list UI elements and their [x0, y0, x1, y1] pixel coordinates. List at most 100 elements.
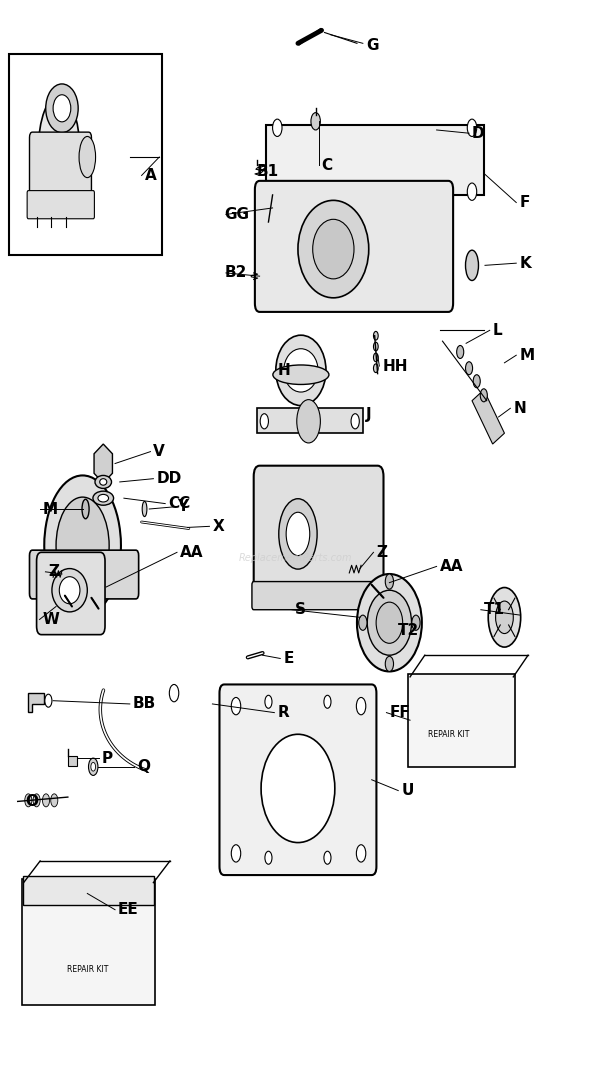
Text: V: V	[153, 444, 165, 459]
Ellipse shape	[59, 576, 80, 604]
Circle shape	[385, 656, 394, 671]
Ellipse shape	[284, 349, 318, 392]
Circle shape	[25, 794, 32, 807]
Ellipse shape	[298, 200, 369, 298]
Ellipse shape	[276, 336, 326, 405]
Text: FF: FF	[389, 705, 410, 720]
Circle shape	[231, 697, 241, 715]
Ellipse shape	[286, 512, 310, 556]
Text: O: O	[25, 794, 38, 809]
Ellipse shape	[357, 574, 422, 671]
Circle shape	[265, 851, 272, 864]
Ellipse shape	[376, 602, 402, 643]
Text: A: A	[145, 168, 156, 183]
Text: F: F	[519, 195, 530, 210]
FancyBboxPatch shape	[30, 550, 139, 599]
FancyBboxPatch shape	[252, 582, 400, 610]
Text: REPAIR KIT: REPAIR KIT	[428, 730, 469, 739]
Ellipse shape	[278, 498, 317, 570]
Polygon shape	[28, 693, 44, 712]
Ellipse shape	[313, 219, 354, 279]
Circle shape	[373, 353, 378, 362]
FancyBboxPatch shape	[254, 466, 384, 601]
Ellipse shape	[52, 569, 87, 612]
Text: AA: AA	[180, 545, 204, 560]
Circle shape	[88, 758, 98, 775]
Ellipse shape	[44, 475, 121, 616]
Circle shape	[324, 695, 331, 708]
Ellipse shape	[273, 365, 329, 384]
Circle shape	[373, 331, 378, 340]
Text: Z: Z	[48, 564, 60, 579]
Ellipse shape	[261, 734, 335, 843]
Ellipse shape	[79, 136, 96, 178]
Text: X: X	[212, 519, 224, 534]
Ellipse shape	[100, 479, 107, 485]
Ellipse shape	[45, 83, 78, 132]
Ellipse shape	[93, 492, 113, 505]
Text: DD: DD	[156, 471, 182, 486]
FancyBboxPatch shape	[22, 879, 155, 1005]
Ellipse shape	[142, 501, 147, 517]
Text: Y: Y	[177, 499, 188, 514]
Circle shape	[412, 615, 420, 630]
FancyBboxPatch shape	[9, 54, 162, 255]
Text: W: W	[42, 612, 60, 627]
Ellipse shape	[488, 587, 520, 647]
Circle shape	[373, 364, 378, 373]
Text: T2: T2	[398, 623, 419, 638]
Circle shape	[473, 375, 480, 388]
FancyBboxPatch shape	[408, 674, 515, 767]
Circle shape	[359, 615, 367, 630]
Text: B2: B2	[224, 265, 247, 280]
Polygon shape	[68, 756, 77, 766]
Text: U: U	[401, 783, 414, 798]
Circle shape	[373, 342, 378, 351]
FancyBboxPatch shape	[219, 684, 376, 875]
Text: S: S	[295, 602, 306, 617]
Text: T1: T1	[484, 602, 505, 617]
Circle shape	[42, 794, 50, 807]
Text: E: E	[283, 651, 294, 666]
Ellipse shape	[38, 95, 80, 204]
FancyBboxPatch shape	[37, 552, 105, 635]
Circle shape	[297, 400, 320, 443]
Circle shape	[467, 119, 477, 136]
Text: Z: Z	[376, 545, 388, 560]
Ellipse shape	[466, 250, 478, 280]
Text: C: C	[322, 158, 333, 173]
Circle shape	[480, 389, 487, 402]
Text: Q: Q	[137, 759, 150, 774]
Circle shape	[169, 684, 179, 702]
Text: CC: CC	[168, 496, 191, 511]
Circle shape	[356, 697, 366, 715]
Polygon shape	[257, 408, 363, 433]
Circle shape	[324, 851, 331, 864]
Text: P: P	[101, 751, 113, 766]
Circle shape	[311, 113, 320, 130]
Circle shape	[356, 845, 366, 862]
Text: L: L	[493, 323, 502, 338]
Circle shape	[457, 345, 464, 358]
Ellipse shape	[53, 95, 71, 122]
Text: G: G	[366, 38, 378, 53]
Text: AA: AA	[440, 559, 463, 574]
Text: REPAIR KIT: REPAIR KIT	[67, 965, 108, 974]
Circle shape	[351, 414, 359, 429]
Text: EE: EE	[118, 902, 139, 917]
Circle shape	[466, 362, 473, 375]
FancyBboxPatch shape	[30, 132, 91, 203]
Text: K: K	[519, 256, 531, 271]
Circle shape	[260, 414, 268, 429]
Circle shape	[273, 119, 282, 136]
Text: BB: BB	[133, 696, 156, 712]
Text: M: M	[42, 501, 58, 517]
Ellipse shape	[367, 590, 412, 655]
Ellipse shape	[95, 475, 112, 488]
Circle shape	[273, 183, 282, 200]
Polygon shape	[472, 390, 504, 444]
Text: H: H	[277, 363, 290, 378]
Text: J: J	[366, 407, 372, 422]
Ellipse shape	[56, 497, 109, 595]
Ellipse shape	[98, 494, 109, 501]
